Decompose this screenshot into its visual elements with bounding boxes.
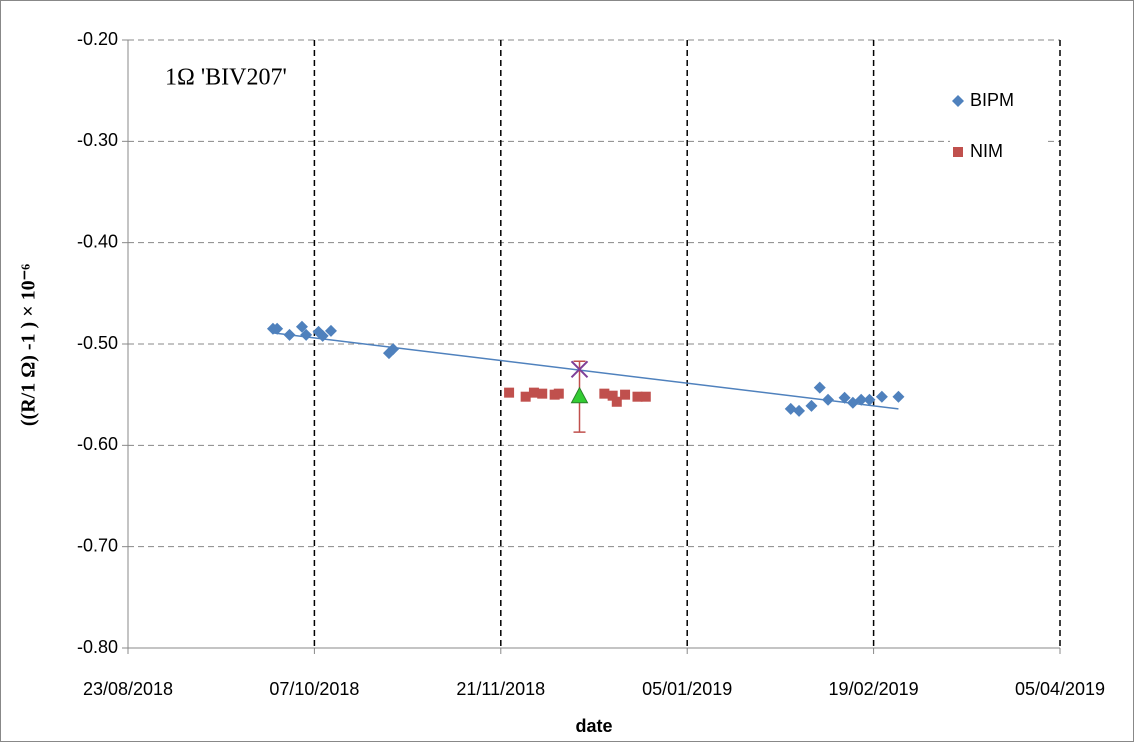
point bbox=[805, 399, 818, 412]
point bbox=[620, 389, 631, 400]
y-tick-label: -0.80 bbox=[77, 637, 118, 657]
point bbox=[793, 404, 806, 417]
point bbox=[504, 387, 515, 398]
point bbox=[611, 396, 622, 407]
x-tick-label: 05/04/2019 bbox=[1015, 679, 1105, 699]
legend-label: BIPM bbox=[970, 90, 1014, 110]
x-tick-label: 19/02/2019 bbox=[829, 679, 919, 699]
point bbox=[271, 322, 284, 335]
point bbox=[387, 343, 400, 356]
point bbox=[632, 391, 643, 402]
y-axis-label: ((R/1 Ω) -1 ) × 10⁻⁶ bbox=[18, 264, 40, 426]
y-tick-label: -0.20 bbox=[77, 29, 118, 49]
x-axis-label: date bbox=[575, 716, 612, 736]
point bbox=[528, 387, 539, 398]
point bbox=[324, 324, 337, 337]
point bbox=[520, 391, 531, 402]
point bbox=[784, 402, 797, 415]
point bbox=[570, 386, 589, 404]
point bbox=[295, 320, 308, 333]
annotation: 1Ω 'BIV207' bbox=[165, 65, 287, 91]
legend-marker bbox=[953, 147, 963, 157]
trend-line bbox=[272, 332, 899, 410]
point bbox=[855, 393, 868, 406]
y-tick-label: -0.60 bbox=[77, 434, 118, 454]
point bbox=[607, 390, 618, 401]
y-tick-label: -0.70 bbox=[77, 535, 118, 555]
x-tick-label: 23/08/2018 bbox=[83, 679, 173, 699]
point bbox=[813, 381, 826, 394]
x-tick-label: 05/01/2019 bbox=[642, 679, 732, 699]
legend-box bbox=[950, 80, 1046, 170]
point bbox=[570, 360, 589, 379]
legend-label: NIM bbox=[970, 141, 1003, 161]
point bbox=[599, 388, 610, 399]
point bbox=[863, 393, 876, 406]
y-tick-label: -0.30 bbox=[77, 130, 118, 150]
point bbox=[537, 388, 548, 399]
point bbox=[640, 391, 651, 402]
point bbox=[838, 391, 851, 404]
legend-marker bbox=[952, 95, 964, 107]
x-tick-label: 21/11/2018 bbox=[456, 679, 545, 699]
y-tick-label: -0.40 bbox=[77, 231, 118, 251]
y-tick-label: -0.50 bbox=[77, 333, 118, 353]
point bbox=[892, 390, 905, 403]
x-tick-label: 07/10/2018 bbox=[269, 679, 359, 699]
point bbox=[875, 390, 888, 403]
point bbox=[553, 388, 564, 399]
